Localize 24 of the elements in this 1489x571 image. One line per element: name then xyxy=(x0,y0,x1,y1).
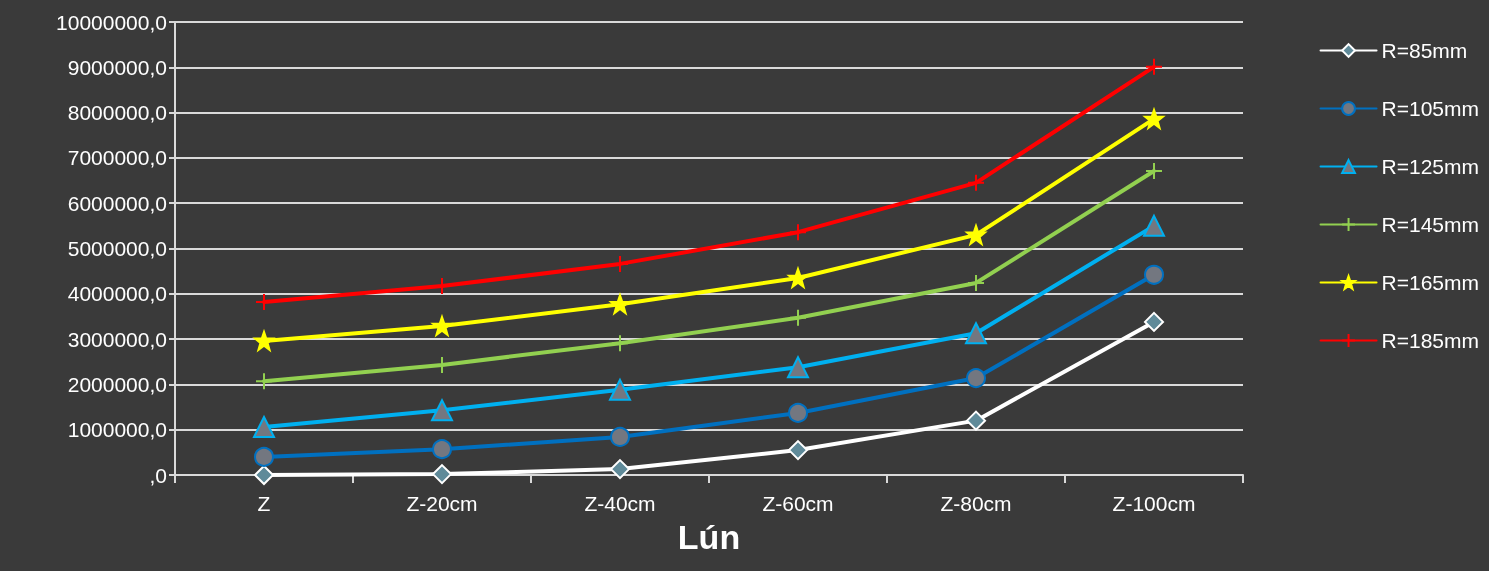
y-tick-label: 1000000,0 xyxy=(67,418,167,442)
legend-label: R=125mm xyxy=(1381,155,1479,178)
legend-label: R=105mm xyxy=(1381,97,1479,120)
x-tick-label: Z-60cm xyxy=(762,492,834,515)
legend-label: R=85mm xyxy=(1381,39,1468,62)
y-tick-label: 4000000,0 xyxy=(67,282,167,306)
y-tick-label: 2000000,0 xyxy=(67,372,167,396)
y-tick-label: ,0 xyxy=(149,463,167,487)
legend-label: R=145mm xyxy=(1381,213,1479,236)
legend-label: R=165mm xyxy=(1381,271,1479,294)
y-tick-label: 9000000,0 xyxy=(67,55,167,79)
y-tick-label: 6000000,0 xyxy=(67,191,167,215)
legend-label: R=185mm xyxy=(1381,329,1479,352)
x-tick-label: Z-100cm xyxy=(1112,492,1196,515)
x-tick-label: Z-40cm xyxy=(584,492,656,515)
y-tick-label: 5000000,0 xyxy=(67,237,167,260)
x-tick-label: Z-20cm xyxy=(406,492,478,515)
y-tick-label: 10000000,0 xyxy=(56,10,167,34)
x-axis-title: Lún xyxy=(677,518,741,556)
y-tick-label: 8000000,0 xyxy=(67,101,167,125)
y-tick-label: 7000000,0 xyxy=(67,146,167,170)
x-tick-label: Z-80cm xyxy=(940,492,1012,515)
y-tick-label: 3000000,0 xyxy=(67,327,167,351)
x-tick-label: Z xyxy=(257,492,271,515)
